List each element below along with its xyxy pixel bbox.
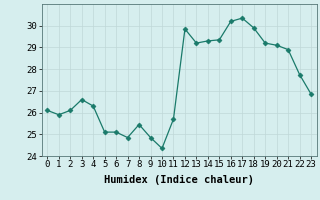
X-axis label: Humidex (Indice chaleur): Humidex (Indice chaleur) [104, 175, 254, 185]
